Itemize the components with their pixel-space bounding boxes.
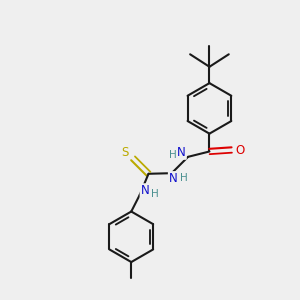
Text: S: S <box>121 146 128 160</box>
Text: N: N <box>141 184 149 197</box>
Text: N: N <box>177 146 186 159</box>
Text: H: H <box>169 150 176 160</box>
Text: H: H <box>151 189 158 199</box>
Text: N: N <box>169 172 178 185</box>
Text: H: H <box>180 172 188 183</box>
Text: O: O <box>235 143 244 157</box>
